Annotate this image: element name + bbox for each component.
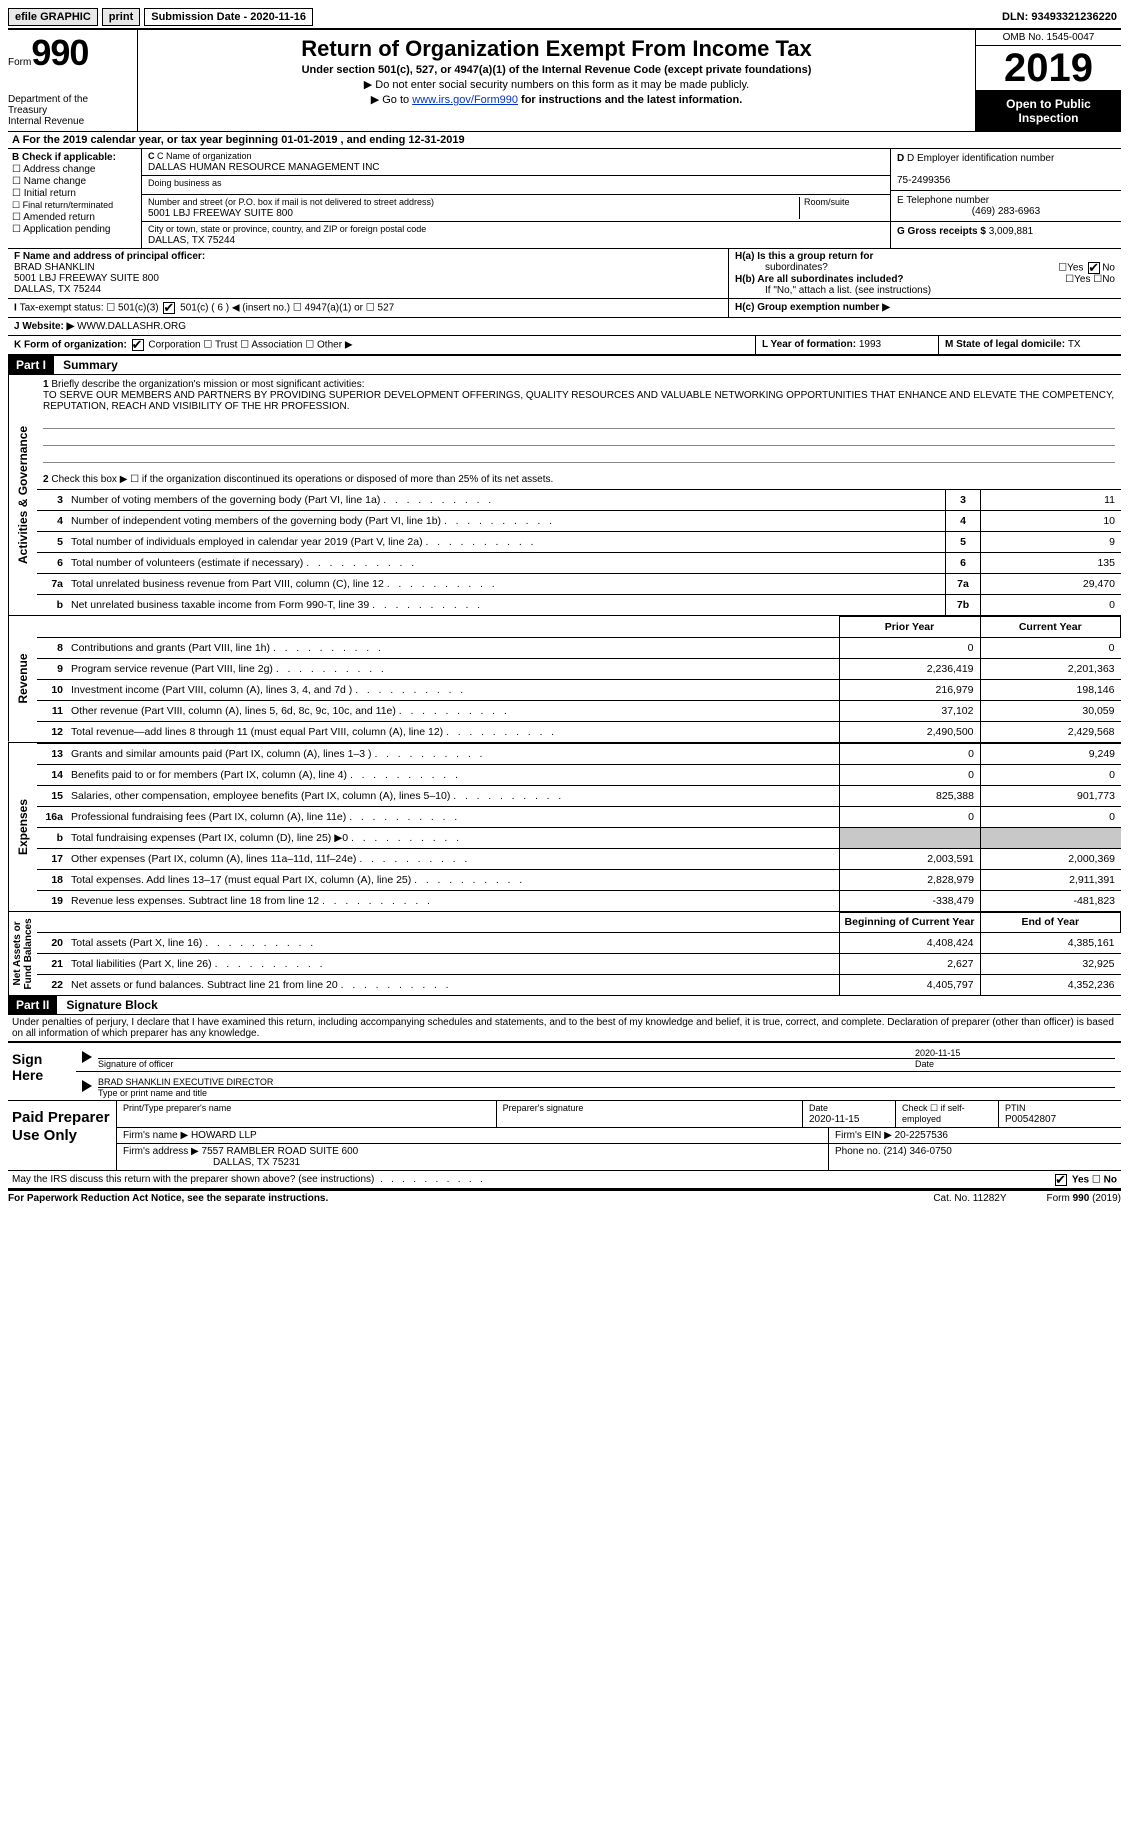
firm-name: HOWARD LLP [191,1130,257,1141]
submission-date: Submission Date - 2020-11-16 [144,8,313,26]
gross-label: G Gross receipts $ [897,226,989,237]
box-l: L Year of formation: 1993 [756,336,939,354]
arrow-icon [82,1051,92,1063]
part-i-header: Part I [8,356,54,374]
expenses-table: 13Grants and similar amounts paid (Part … [37,743,1121,911]
form-header: Form990 Department of the Treasury Inter… [8,30,1121,132]
box-k: K Form of organization: Corporation ☐ Tr… [8,336,756,354]
part-ii-header: Part II [8,996,57,1014]
period-line: A For the 2019 calendar year, or tax yea… [8,132,1121,149]
form-subtitle: Under section 501(c), 527, or 4947(a)(1)… [146,64,967,76]
prep-date: 2020-11-15 [809,1114,859,1125]
footer-left: For Paperwork Reduction Act Notice, see … [8,1193,328,1204]
side-netassets: Net Assets or Fund Balances [8,912,37,996]
form-word: Form [8,57,31,68]
firm-phone: (214) 346-0750 [883,1146,951,1157]
netassets-table: Beginning of Current YearEnd of Year20To… [37,912,1121,996]
check-item: ☐ Application pending [12,224,137,235]
side-governance: Activities & Governance [8,375,37,615]
website-value: WWW.DALLASHR.ORG [77,321,186,332]
check-item: ☐ Amended return [12,212,137,223]
form-note: ▶ Do not enter social security numbers o… [146,78,967,91]
ha-line: H(a) Is this a group return for [735,251,1115,262]
efile-badge: efile GRAPHIC [8,8,98,26]
officer-name-title: BRAD SHANKLIN EXECUTIVE DIRECTOR [98,1077,1115,1088]
officer-name: BRAD SHANKLIN [14,262,95,273]
dept-line: Treasury [8,105,133,116]
check-item: ☐ Name change [12,176,137,187]
omb-number: OMB No. 1545-0047 [976,30,1121,46]
dept-line: Internal Revenue [8,116,133,127]
dln: DLN: 93493321236220 [998,9,1121,25]
hb-line: H(b) Are all subordinates included? [735,274,904,285]
ptin: P00542807 [1005,1114,1056,1125]
preparer-block: Paid Preparer Use Only Print/Type prepar… [8,1101,1121,1171]
phone-value: (469) 283-6963 [897,206,1115,217]
org-address: 5001 LBJ FREEWAY SUITE 800 [148,208,293,219]
phone-label: E Telephone number [897,195,989,206]
part-ii-title: Signature Block [60,996,163,1014]
officer-label: F Name and address of principal officer: [14,251,205,262]
print-button[interactable]: print [102,8,140,26]
ein-label: D Employer identification number [907,153,1054,164]
arrow-icon [82,1080,92,1092]
side-revenue: Revenue [8,616,37,742]
check-item: ☐ Final return/terminated [12,200,137,211]
open-public-badge: Open to PublicInspection [976,91,1121,131]
officer-addr: 5001 LBJ FREEWAY SUITE 800 [14,273,159,284]
org-city: DALLAS, TX 75244 [148,235,235,246]
sig-label: Signature of officer [98,1059,173,1069]
firm-ein: 20-2257536 [895,1130,948,1141]
preparer-label: Paid Preparer Use Only [8,1101,116,1170]
side-expenses: Expenses [8,743,37,911]
ein-value: 75-2499356 [897,175,950,186]
governance-table: 3Number of voting members of the governi… [37,489,1121,615]
section-b-c-d: B Check if applicable: ☐ Address change … [8,149,1121,249]
sign-here-label: Sign Here [8,1043,76,1100]
room-label: Room/suite [804,197,850,207]
gross-value: 3,009,881 [989,226,1034,237]
box-b-header: B Check if applicable: [12,152,116,163]
h-note: If "No," attach a list. (see instruction… [735,285,1115,296]
discuss-line: May the IRS discuss this return with the… [8,1171,1121,1190]
dba-label: Doing business as [148,178,222,188]
declaration-text: Under penalties of perjury, I declare th… [8,1015,1121,1041]
line-2: Check this box ▶ ☐ if the organization d… [51,474,553,485]
dept-line: Department of the [8,94,133,105]
footer: For Paperwork Reduction Act Notice, see … [8,1190,1121,1206]
form-link-line: ▶ Go to www.irs.gov/Form990 for instruct… [146,93,967,106]
revenue-table: Prior YearCurrent Year8Contributions and… [37,616,1121,742]
signature-block: Sign Here Signature of officer 2020-11-1… [8,1041,1121,1101]
hc-line: H(c) Group exemption number ▶ [735,302,890,313]
box-m: M State of legal domicile: TX [939,336,1121,354]
tax-year: 2019 [976,46,1121,91]
part-i-title: Summary [57,356,124,374]
form-number: 990 [31,32,88,73]
topbar: efile GRAPHIC print Submission Date - 20… [8,8,1121,26]
footer-cat: Cat. No. 11282Y [933,1193,1006,1204]
mission-block: 1 Briefly describe the organization's mi… [37,375,1121,469]
check-item: ☐ Address change [12,164,137,175]
sig-date: 2020-11-15 [915,1048,1115,1059]
org-name: DALLAS HUMAN RESOURCE MANAGEMENT INC [148,162,380,173]
firm-addr: 7557 RAMBLER ROAD SUITE 600 [202,1146,359,1157]
tax-exempt-row: I Tax-exempt status: ☐ 501(c)(3) 501(c) … [8,299,729,317]
website-label: J Website: ▶ [14,321,74,332]
form-title: Return of Organization Exempt From Incom… [146,36,967,62]
check-item: ☐ Initial return [12,188,137,199]
irs-link[interactable]: www.irs.gov/Form990 [412,94,518,106]
footer-right: Form 990 (2019) [1047,1193,1121,1204]
self-employed-check: Check ☐ if self-employed [902,1103,965,1124]
officer-addr: DALLAS, TX 75244 [14,284,101,295]
